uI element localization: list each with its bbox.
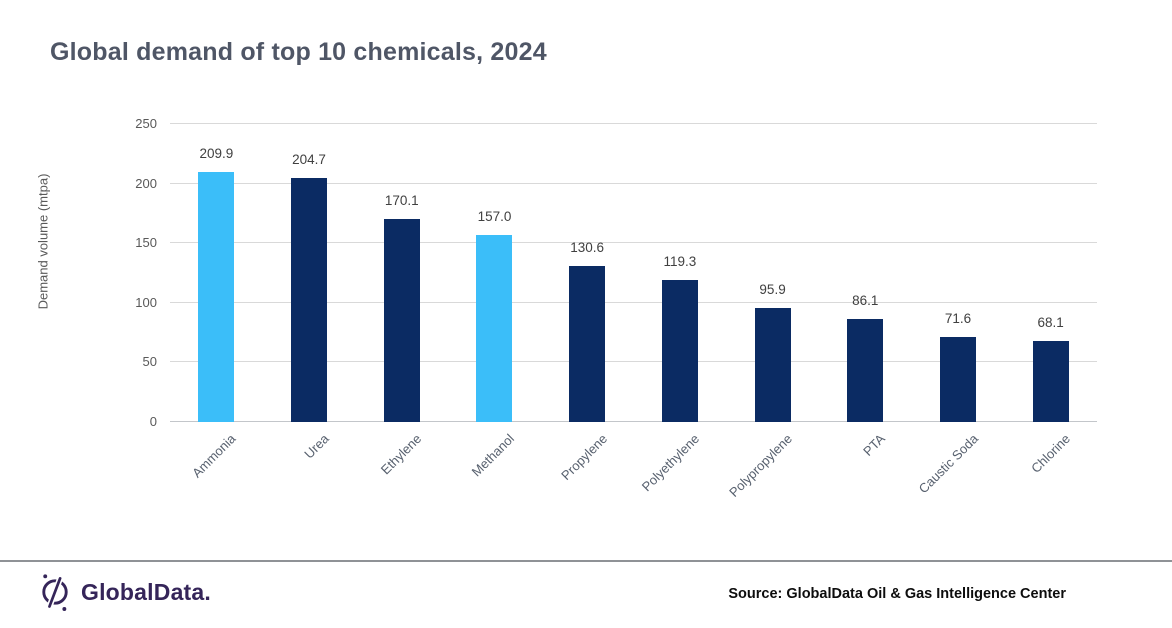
bar-value-label: 204.7 <box>292 152 326 167</box>
bar <box>1032 340 1069 422</box>
source-attribution: Source: GlobalData Oil & Gas Intelligenc… <box>728 586 1066 602</box>
globaldata-logo: GlobalData. <box>38 571 211 613</box>
bar-value-label: 170.1 <box>384 193 419 209</box>
bar-column-caustic-soda: 71.6 <box>912 124 1005 422</box>
gridline-100 <box>170 301 1097 303</box>
bar <box>476 234 513 422</box>
bar-column-methanol: 157.0 <box>448 124 541 422</box>
bar-value-label: 68.1 <box>1037 314 1064 330</box>
bar-series: 209.9 204.7 170.1 157.0 130.6 119.3 95.9 86.1 71… <box>170 124 1097 422</box>
y-tick-label-0: 0 <box>149 414 157 429</box>
bar <box>847 319 884 422</box>
gridline-200 <box>170 182 1097 184</box>
y-tick-label-50: 50 <box>142 354 157 370</box>
bar-column-polypropylene: 95.9 <box>726 124 819 422</box>
gridline-0 <box>170 421 1097 422</box>
bar-value-label: 86.1 <box>852 293 879 309</box>
plot-area: 209.9 204.7 170.1 157.0 130.6 119.3 95.9 86.1 71… <box>170 123 1097 422</box>
bar-column-pta: 86.1 <box>819 124 912 422</box>
bar-value-label: 119.3 <box>663 253 697 269</box>
x-label-chlorine: Chlorine <box>1028 431 1074 476</box>
x-label-ethylene: Ethylene <box>377 431 425 478</box>
globaldata-logo-text: GlobalData. <box>81 578 212 605</box>
y-tick-label-250: 250 <box>135 116 157 131</box>
x-label-urea: Urea <box>301 431 332 462</box>
bar-column-ammonia: 209.9 <box>170 124 263 422</box>
y-tick-label-150: 150 <box>135 235 157 251</box>
bar-value-label: 95.9 <box>759 281 786 297</box>
gridline-250 <box>170 123 1097 124</box>
bar-column-chlorine: 68.1 <box>1004 124 1097 422</box>
x-label-methanol: Methanol <box>468 431 518 480</box>
x-label-propylene: Propylene <box>557 431 610 484</box>
bar-value-label: 157.0 <box>477 208 512 224</box>
bar <box>291 178 328 422</box>
x-label-ammonia: Ammonia <box>189 431 239 481</box>
y-tick-label-200: 200 <box>135 175 157 191</box>
x-label-caustic-soda: Caustic Soda <box>915 431 981 497</box>
x-label-polyethylene: Polyethylene <box>639 431 703 495</box>
bar <box>661 279 698 422</box>
y-tick-label-100: 100 <box>135 294 157 310</box>
bar-column-ethylene: 170.1 <box>355 124 448 422</box>
x-label-polypropylene: Polypropylene <box>726 431 796 500</box>
bar-column-polyethylene: 119.3 <box>634 124 727 422</box>
bar <box>383 219 420 422</box>
footer-divider <box>0 560 1172 562</box>
bar-value-label: 209.9 <box>199 145 234 161</box>
bar <box>569 266 606 422</box>
chart-title: Global demand of top 10 chemicals, 2024 <box>50 38 547 66</box>
bar-column-urea: 204.7 <box>263 124 356 422</box>
x-label-pta: PTA <box>860 431 888 459</box>
gridline-50 <box>170 361 1097 363</box>
bar <box>754 307 791 422</box>
globaldata-logo-icon <box>42 574 68 611</box>
gridline-150 <box>170 242 1097 244</box>
bar-column-propylene: 130.6 <box>541 124 634 422</box>
bar-value-label: 130.6 <box>570 240 605 256</box>
bar-value-label: 71.6 <box>944 310 972 326</box>
bar <box>939 336 976 422</box>
bar <box>198 171 235 422</box>
